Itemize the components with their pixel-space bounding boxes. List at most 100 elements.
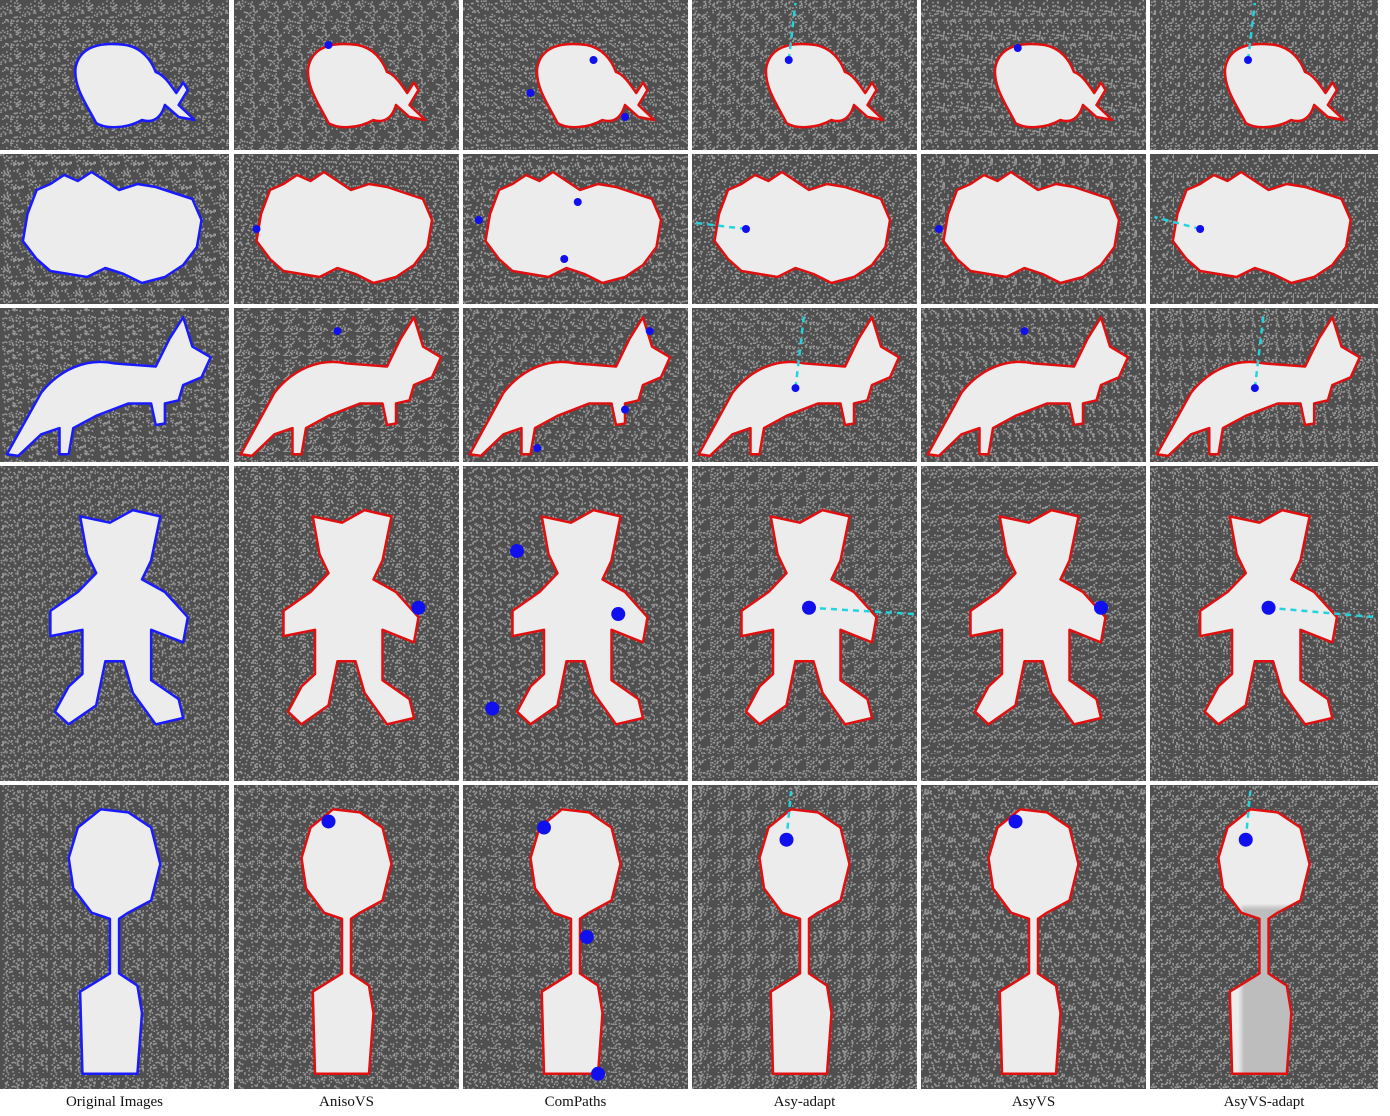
seed-point <box>779 832 794 847</box>
panel-image <box>692 785 917 1089</box>
seed-point <box>526 89 535 97</box>
teddy-bear-region <box>512 510 648 725</box>
peanut-cloud-region <box>943 172 1119 283</box>
segmentation-contour <box>284 510 419 724</box>
fish-region <box>995 44 1113 128</box>
panel-image <box>921 154 1146 304</box>
segmentation-contour <box>531 809 621 1073</box>
segmentation-contour <box>944 172 1120 283</box>
panel-peanut-cloud-asyvs-adapt <box>1150 154 1378 304</box>
kangaroo-region <box>927 317 1128 456</box>
seed-point <box>645 327 654 336</box>
seed-point <box>321 814 336 829</box>
panel-teddy-bear-asyvs <box>921 466 1146 781</box>
panel-potted-tree-compaths <box>463 785 688 1089</box>
dashed-cut-line <box>808 606 915 616</box>
caption-asyvs-adapt: AsyVS-adapt <box>1223 1094 1305 1110</box>
segmentation-contour <box>537 44 654 127</box>
potted-tree-region <box>759 809 850 1074</box>
segmentation-contour <box>971 510 1106 724</box>
seed-point <box>621 113 629 121</box>
panel-kangaroo-anisovs <box>234 308 459 462</box>
dashed-cut-line <box>794 310 806 389</box>
panel-image <box>921 466 1146 781</box>
seed-point <box>579 930 594 944</box>
panel-image <box>921 308 1146 462</box>
segmentation-contour <box>513 510 648 724</box>
seed-point <box>324 41 333 49</box>
segmentation-contour <box>1200 510 1337 724</box>
panel-image <box>234 308 459 462</box>
panel-image <box>692 308 917 462</box>
panel-image <box>463 785 688 1089</box>
panel-fish-anisovs <box>234 0 459 150</box>
teddy-bear-region <box>741 510 877 725</box>
panel-fish-asyvs-adapt <box>1150 0 1378 150</box>
ground-truth-contour <box>50 510 187 724</box>
panel-teddy-bear-asy-adapt <box>692 466 917 781</box>
ground-truth-contour <box>69 809 161 1073</box>
panel-fish-compaths <box>463 0 688 150</box>
panel-peanut-cloud-anisovs <box>234 154 459 304</box>
seed-point <box>510 544 524 559</box>
panel-kangaroo-asyvs <box>921 308 1146 462</box>
peanut-cloud-region <box>714 172 890 283</box>
segmentation-contour <box>1173 172 1351 283</box>
panel-kangaroo-original <box>0 308 229 462</box>
teddy-bear-region <box>283 510 419 725</box>
peanut-cloud-region <box>1172 172 1351 283</box>
seed-point <box>791 384 800 393</box>
segmentation-contour <box>486 172 662 283</box>
seed-point <box>589 56 598 64</box>
segmentation-contour <box>257 172 433 283</box>
panel-image <box>1150 466 1378 781</box>
seed-point <box>560 255 569 263</box>
dashed-cut-line <box>1246 2 1257 61</box>
segmentation-contour <box>766 44 883 127</box>
segmentation-contour <box>1225 44 1344 127</box>
panel-image <box>692 154 917 304</box>
segmentation-contour <box>1157 317 1360 456</box>
seed-point <box>742 225 750 233</box>
segmentation-contour <box>760 809 850 1073</box>
panel-image <box>463 154 688 304</box>
fish-region <box>1224 44 1344 128</box>
panel-teddy-bear-anisovs <box>234 466 459 781</box>
ground-truth-contour <box>75 44 194 127</box>
panel-image <box>463 466 688 781</box>
panel-image <box>234 785 459 1089</box>
caption-asy-adapt: Asy-adapt <box>773 1094 836 1110</box>
seed-point <box>1013 44 1022 52</box>
fish-region <box>308 44 426 128</box>
panel-image <box>463 308 688 462</box>
seed-point <box>935 225 943 233</box>
fish-region <box>75 44 195 128</box>
segmentation-contour <box>742 510 877 724</box>
panel-image <box>0 0 229 150</box>
fish-region <box>766 44 884 128</box>
caption-asyvs: AsyVS <box>1011 1094 1056 1110</box>
panel-kangaroo-asy-adapt <box>692 308 917 462</box>
seed-point <box>1244 56 1253 64</box>
panel-potted-tree-anisovs <box>234 785 459 1089</box>
panel-image <box>234 466 459 781</box>
seed-point <box>1020 327 1029 336</box>
peanut-cloud-region <box>485 172 661 283</box>
potted-tree-region <box>530 809 621 1074</box>
seed-point <box>411 600 426 615</box>
panel-image <box>921 0 1146 150</box>
panel-image <box>463 0 688 150</box>
fish-region <box>537 44 655 128</box>
seed-point <box>252 225 261 233</box>
seed-point <box>474 216 483 224</box>
potted-tree-region <box>1218 809 1310 1074</box>
panel-potted-tree-asy-adapt <box>692 785 917 1089</box>
seed-point <box>1008 814 1023 829</box>
panel-potted-tree-original <box>0 785 229 1089</box>
dashed-cut-line <box>787 2 797 61</box>
panel-peanut-cloud-asyvs <box>921 154 1146 304</box>
segmentation-contour <box>470 317 670 456</box>
potted-tree-region <box>988 809 1079 1074</box>
teddy-bear-region <box>50 510 188 725</box>
